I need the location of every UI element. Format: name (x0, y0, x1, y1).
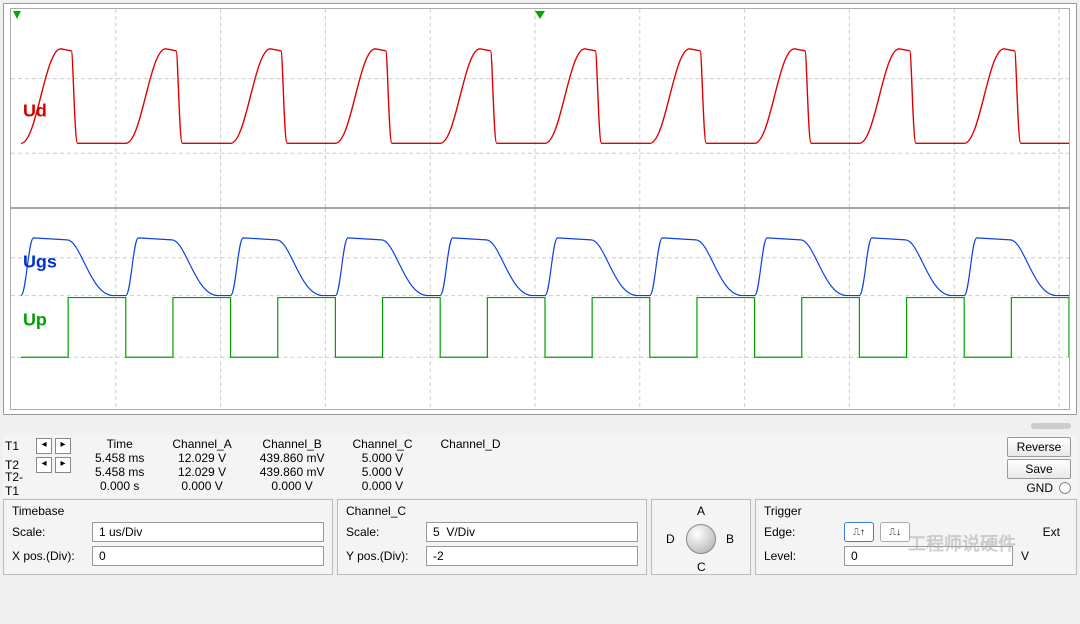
gnd-radio[interactable] (1059, 482, 1071, 494)
t1-right-button[interactable]: ▸ (55, 438, 71, 454)
edge-rising-button[interactable]: ⎍↑ (844, 522, 874, 542)
save-button[interactable]: Save (1007, 459, 1071, 479)
timebase-xpos-input[interactable] (92, 546, 324, 566)
edge-falling-button[interactable]: ⎍↓ (880, 522, 910, 542)
cursor-col-header: Channel_A (158, 437, 245, 451)
timebase-scale-label: Scale: (12, 525, 92, 539)
trigger-level-label: Level: (764, 549, 844, 563)
channel-knob[interactable] (686, 524, 716, 554)
reverse-button[interactable]: Reverse (1007, 437, 1071, 457)
t2-right-button[interactable]: ▸ (55, 457, 71, 473)
cursor-actions: Reverse Save GND (1001, 435, 1077, 497)
channel-d-label[interactable]: D (666, 532, 675, 546)
cursor-cell: 439.860 mV (246, 465, 339, 479)
trigger-group: Trigger Edge: ⎍↑ ⎍↓ Ext Level: V 工程师说硬件 (755, 499, 1077, 575)
scope-plot: Ud Ugs Up (10, 8, 1070, 410)
cursor-cell: 439.860 mV (246, 451, 339, 465)
channel-scale-input[interactable] (426, 522, 638, 542)
cursor-panel: T1 ◂ ▸ T2 ◂ ▸ T2-T1 TimeChannel_AChannel… (3, 435, 1077, 497)
trigger-title: Trigger (764, 504, 1068, 518)
channel-ypos-input[interactable] (426, 546, 638, 566)
cursor-cell: 0.000 V (158, 479, 245, 493)
cursor-readout-table: TimeChannel_AChannel_BChannel_CChannel_D… (77, 435, 999, 497)
timebase-scale-input[interactable] (92, 522, 324, 542)
timebase-xpos-label: X pos.(Div): (12, 549, 92, 563)
status-bar (3, 418, 1077, 433)
cursor-cell (427, 479, 515, 493)
t2-left-button[interactable]: ◂ (36, 457, 52, 473)
oscilloscope-display: Ud Ugs Up (3, 3, 1077, 415)
trigger-level-input[interactable] (844, 546, 1013, 566)
channel-selector: A B C D (651, 499, 751, 575)
svg-text:Ud: Ud (23, 100, 47, 120)
cursor-cell (427, 451, 515, 465)
cursor-cell: 12.029 V (158, 465, 245, 479)
channel-group: Channel_C Scale: Y pos.(Div): (337, 499, 647, 575)
channel-a-label[interactable]: A (697, 504, 705, 518)
channel-ypos-label: Y pos.(Div): (346, 549, 426, 563)
cursor-col-header: Time (81, 437, 158, 451)
cursor-diff-label: T2-T1 (5, 470, 35, 498)
cursor-cell (427, 465, 515, 479)
timebase-group: Timebase Scale: X pos.(Div): (3, 499, 333, 575)
resize-handle[interactable] (1031, 423, 1071, 429)
channel-b-label[interactable]: B (726, 532, 734, 546)
channel-scale-label: Scale: (346, 525, 426, 539)
trigger-level-unit: V (1021, 549, 1029, 563)
svg-text:Up: Up (23, 309, 47, 329)
cursor-cell: 5.000 V (338, 451, 426, 465)
svg-text:Ugs: Ugs (23, 252, 57, 272)
trigger-edge-label: Edge: (764, 525, 844, 539)
cursor-t1-label: T1 (5, 439, 35, 453)
controls-row: Timebase Scale: X pos.(Div): Channel_C S… (3, 499, 1077, 575)
cursor-row-controls: T1 ◂ ▸ T2 ◂ ▸ T2-T1 (3, 435, 75, 497)
cursor-cell: 5.000 V (338, 465, 426, 479)
cursor-cell: 0.000 V (246, 479, 339, 493)
gnd-label: GND (1026, 481, 1053, 495)
t1-left-button[interactable]: ◂ (36, 438, 52, 454)
timebase-title: Timebase (12, 504, 324, 518)
cursor-cell: 5.458 ms (81, 465, 158, 479)
cursor-col-header: Channel_B (246, 437, 339, 451)
cursor-cell: 12.029 V (158, 451, 245, 465)
channel-c-label[interactable]: C (697, 560, 706, 574)
cursor-col-header: Channel_D (427, 437, 515, 451)
cursor-cell: 0.000 V (338, 479, 426, 493)
cursor-col-header: Channel_C (338, 437, 426, 451)
cursor-cell: 5.458 ms (81, 451, 158, 465)
cursor-cell: 0.000 s (81, 479, 158, 493)
trigger-ext-label[interactable]: Ext (1043, 525, 1060, 539)
waveform-svg: Ud Ugs Up (11, 9, 1069, 409)
channel-title: Channel_C (346, 504, 638, 518)
